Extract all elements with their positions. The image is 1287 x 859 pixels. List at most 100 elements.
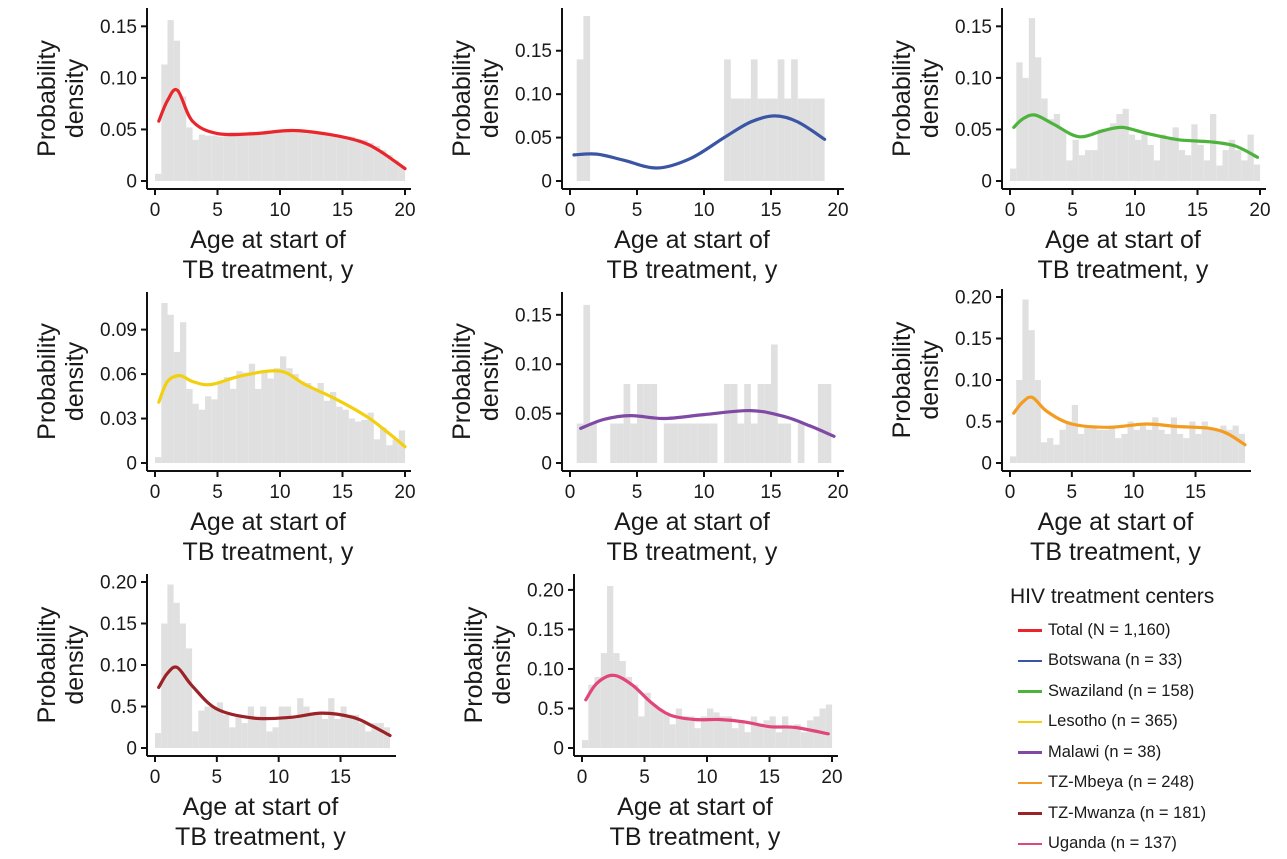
histogram-bar (343, 410, 349, 463)
histogram-bar (235, 715, 241, 748)
histogram-bar (311, 389, 317, 463)
histogram-bar (758, 384, 765, 463)
histogram-bar (1196, 434, 1202, 463)
histogram-bar (211, 399, 217, 463)
histogram-bar (161, 624, 167, 749)
y-tick-label: 0.15 (515, 41, 552, 62)
y-axis-label: density (916, 340, 944, 420)
histogram-bar (168, 315, 174, 463)
histogram-bar (1183, 438, 1189, 463)
x-tick-label: 15 (1187, 200, 1208, 221)
histogram-bar (1098, 129, 1104, 181)
histogram-bar (1173, 127, 1179, 181)
y-axis-label: Probability (448, 323, 476, 440)
histogram-bar (205, 136, 211, 181)
histogram-bar (1198, 145, 1204, 181)
histogram-bar (1208, 430, 1214, 463)
histogram-bar (1103, 430, 1109, 463)
histogram-bar (155, 174, 161, 181)
legend-item: TZ-Mbeya (n = 248) (1010, 768, 1280, 799)
histogram-bar (236, 135, 242, 181)
histogram-bar (261, 133, 267, 182)
histogram-bar (1179, 150, 1185, 181)
histogram-bar (1072, 405, 1078, 463)
histogram-bar (630, 424, 637, 464)
histogram-bar (724, 59, 731, 181)
histogram-bar (771, 99, 778, 182)
histogram-bar (1146, 430, 1152, 463)
histogram-bar (1115, 438, 1121, 463)
histogram-bar (249, 132, 255, 182)
y-tick-label: 0.10 (100, 656, 137, 677)
x-tick-label: 15 (330, 767, 351, 788)
y-tick-label: 0.05 (100, 120, 137, 141)
y-tick-label: 0.10 (955, 371, 992, 392)
x-tick-label: 10 (268, 767, 289, 788)
histogram-bar (638, 716, 644, 748)
histogram-bar (1160, 135, 1166, 181)
histogram-bar (1091, 150, 1097, 181)
histogram-bar (751, 716, 757, 748)
histogram-bar (1233, 426, 1239, 463)
legend-swatch (1018, 629, 1042, 632)
x-axis-label: Age at start of (183, 793, 339, 821)
legend-label: Malawi (n = 38) (1048, 743, 1161, 762)
legend-swatch (1018, 843, 1042, 846)
histogram-bar (583, 16, 590, 181)
histogram-bar (1254, 165, 1260, 182)
histogram-bar (359, 723, 365, 748)
legend-swatch (1018, 690, 1042, 693)
histogram-bar (770, 716, 776, 748)
x-axis-label: TB treatment, y (175, 823, 346, 851)
y-axis-label: Probability (888, 40, 916, 157)
histogram-bar (324, 134, 330, 181)
histogram-bar (771, 345, 778, 464)
y-tick-label: 0.10 (955, 68, 992, 89)
histogram-bar (764, 384, 771, 463)
histogram-bar (807, 720, 813, 748)
histogram-bar (347, 715, 353, 748)
histogram-bar (291, 719, 297, 748)
legend: HIV treatment centers Total (N = 1,160)B… (1010, 585, 1280, 859)
histogram-bar (1166, 140, 1172, 181)
histogram-bar (192, 731, 198, 748)
histogram-bar (1047, 438, 1053, 463)
x-axis-label: Age at start of (1038, 508, 1194, 536)
histogram-bar (590, 424, 597, 464)
histogram-bar (218, 137, 224, 181)
y-tick-label: 0.20 (527, 580, 564, 601)
histogram-bar (738, 424, 745, 464)
histogram-bar (174, 41, 180, 181)
x-tick-label: 0 (150, 482, 161, 503)
y-tick-label: 0.15 (515, 305, 552, 326)
histogram-bar (322, 719, 328, 748)
legend-label: Uganda (n = 137) (1048, 834, 1177, 853)
histogram-bar (205, 707, 211, 749)
histogram-bar (1010, 456, 1016, 463)
y-tick-label: 0.10 (100, 68, 137, 89)
histogram-bar (255, 134, 261, 181)
histogram-bar (582, 740, 588, 748)
histogram-bar (224, 377, 230, 463)
legend-swatch (1018, 721, 1042, 724)
x-tick-label: 0 (565, 482, 576, 503)
histogram-bar (274, 131, 280, 182)
y-axis-label: density (61, 625, 89, 705)
histogram-bar (601, 653, 607, 748)
legend-swatch (1018, 660, 1042, 663)
histogram-bar (1016, 380, 1022, 463)
histogram-bar (374, 439, 380, 463)
histogram-bar (644, 384, 651, 463)
histogram-bar (826, 705, 832, 749)
x-tick-label: 10 (1123, 482, 1144, 503)
histogram-bar (361, 420, 367, 463)
histogram-bar (1177, 434, 1183, 463)
y-tick-label: 0 (126, 739, 137, 760)
y-tick-label: 0 (981, 172, 992, 193)
legend-swatch (1018, 751, 1042, 754)
histogram-bar (798, 424, 805, 464)
histogram-bar (1041, 99, 1047, 182)
histogram-bar (186, 127, 192, 181)
legend-title: HIV treatment centers (1010, 585, 1280, 609)
